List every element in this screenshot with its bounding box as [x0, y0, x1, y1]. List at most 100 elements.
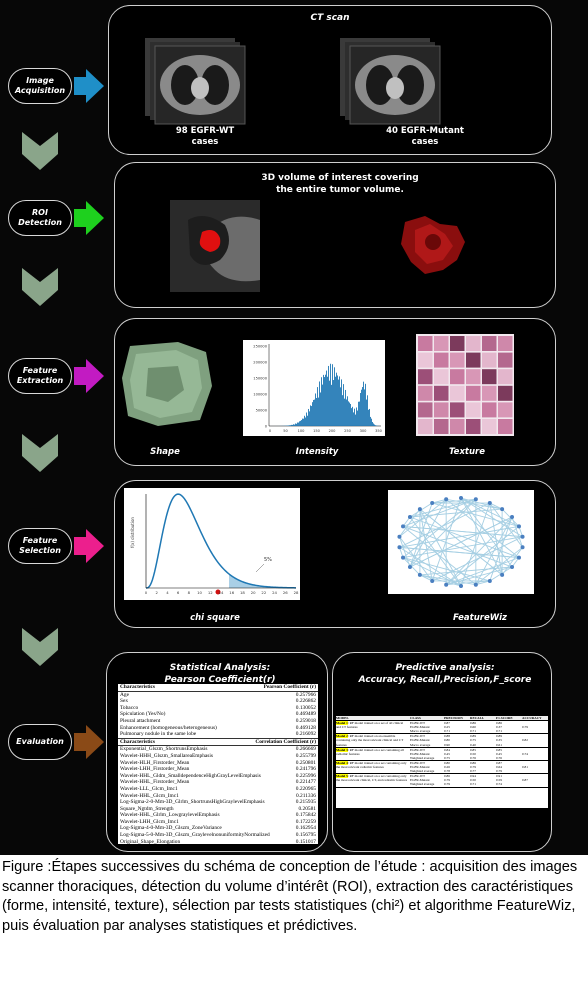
arrow-selection-icon [74, 529, 104, 563]
network-node [487, 578, 492, 583]
table-row: Wavelet-LLL_Glcm_Imc1 0.220965 [120, 785, 316, 792]
histogram-bar [328, 365, 329, 426]
network-node [520, 534, 525, 539]
histogram-bar [315, 393, 316, 426]
histogram-bar [339, 376, 340, 426]
featurewiz-network [388, 490, 534, 594]
texture-tile [498, 402, 513, 418]
network-node [500, 572, 505, 577]
histogram-xtick: 0 [269, 429, 272, 433]
network-edge [432, 498, 447, 504]
histogram-bar [341, 379, 342, 426]
histogram-bar [297, 422, 298, 426]
network-edge [460, 497, 513, 568]
texture-tile [450, 336, 465, 351]
histogram-bar [356, 407, 357, 426]
network-edge [409, 516, 520, 559]
histogram-bar [308, 408, 309, 426]
histogram-bar [319, 381, 320, 426]
network-node [407, 515, 412, 520]
texture-tile [450, 385, 465, 401]
chi-xtick: 2 [156, 590, 159, 595]
table-row: Enhancement (homogeneous/heterogeneous) 0… [120, 724, 316, 731]
table-row: Log-Sigma-2-0-Mm-3D_Glrlm_ShortrunsHighG… [120, 799, 316, 806]
histogram-bar [351, 408, 352, 426]
network-edge [399, 508, 421, 537]
intensity-histogram: 250000 200000 150000 100000 50000 0 0 50 100 150… [243, 340, 385, 436]
predictive-header: MODEL CLASS PRECISION RECALL F1-SCORE ACCURAC… [336, 716, 548, 722]
featurewiz-caption: FeatureWiz [453, 613, 507, 623]
network-edge [399, 502, 491, 548]
histogram-bar [355, 414, 356, 426]
histogram-bar [300, 420, 301, 426]
chi-critical-marker [215, 589, 221, 595]
network-node [430, 501, 435, 506]
ct-title: CT scan [310, 13, 350, 23]
table-row: Wavelet-LHH_Firstorder_Mean 0.241796 [120, 766, 316, 773]
chevron-down-icon [22, 268, 58, 306]
chi-xtick: 14 [219, 590, 224, 595]
texture-tile [482, 336, 497, 351]
network-node [459, 496, 463, 500]
network-node [510, 564, 515, 569]
table-row: Log-Sigma-4-0-Mm-3D_Glszm_ZoneVariance 0.… [120, 825, 316, 832]
pearson-header: Characteristics Pearson Coefficient (r) [118, 684, 318, 692]
histogram-bar [374, 424, 375, 426]
ct-scan-images [145, 38, 441, 125]
network-edge [402, 498, 476, 527]
histogram-bar [331, 384, 332, 426]
histogram-bar [337, 375, 338, 426]
histogram-bar [343, 384, 344, 426]
histogram-bar [369, 408, 370, 426]
histogram-xtick: 150 [313, 429, 321, 433]
network-node [516, 524, 521, 529]
histogram-xtick: 250 [344, 429, 352, 433]
histogram-bar [327, 376, 328, 426]
histogram-bar [362, 387, 363, 426]
network-edge [399, 536, 433, 582]
histogram-bar [290, 425, 291, 426]
histogram-bar [288, 425, 289, 426]
histogram-bar [289, 425, 290, 426]
histogram-ytick: 150000 [253, 377, 267, 381]
network-edge [511, 516, 523, 548]
histogram-bar [307, 415, 308, 426]
histogram-bar [340, 387, 341, 426]
stage-label-roi: ROI Detection [8, 200, 72, 236]
table-row: Square_Ngtdm_Strength 0.20581 [120, 805, 316, 812]
texture-tile [434, 336, 449, 351]
histogram-bar [305, 417, 306, 426]
chi-xtick: 28 [294, 590, 299, 595]
network-edge [399, 536, 411, 568]
table-row: Age 0.257966 [120, 691, 316, 698]
histogram-bar [306, 412, 307, 426]
texture-tile [434, 402, 449, 418]
network-node [407, 564, 412, 569]
chi-xtick: 4 [166, 590, 169, 595]
stat-title: Statistical Analysis: Pearson Coefficien… [164, 663, 276, 685]
histogram-bar [353, 412, 354, 426]
histogram-bar [366, 399, 367, 426]
histogram-bar [354, 408, 355, 426]
histogram-bar [376, 425, 377, 426]
network-node [401, 524, 406, 529]
chi-xtick: 10 [197, 590, 202, 595]
histogram-bar [332, 364, 333, 426]
histogram-bar [363, 381, 364, 426]
chi-xtick: 6 [177, 590, 180, 595]
network-node [473, 582, 478, 587]
table-row: Wavelet-LHH_Glcm_Imc1 0.172259 [120, 818, 316, 825]
chevron-down-icon [22, 434, 58, 472]
network-edge [475, 580, 490, 586]
histogram-bar [368, 409, 369, 426]
texture-tile [482, 419, 497, 434]
histogram-bar [302, 418, 303, 426]
correlation-header: Characteristics Correlation Coefficient (… [118, 737, 318, 747]
roi-title: 3D volume of interest covering the entir… [261, 173, 419, 195]
histogram-xtick: 200 [329, 429, 337, 433]
histogram-bar [316, 398, 317, 426]
histogram-bar [375, 425, 376, 426]
network-edge [419, 508, 503, 576]
histogram-ytick: 50000 [256, 409, 268, 413]
table-row: Original_Shape_Elongation 0.151017 [120, 838, 316, 844]
